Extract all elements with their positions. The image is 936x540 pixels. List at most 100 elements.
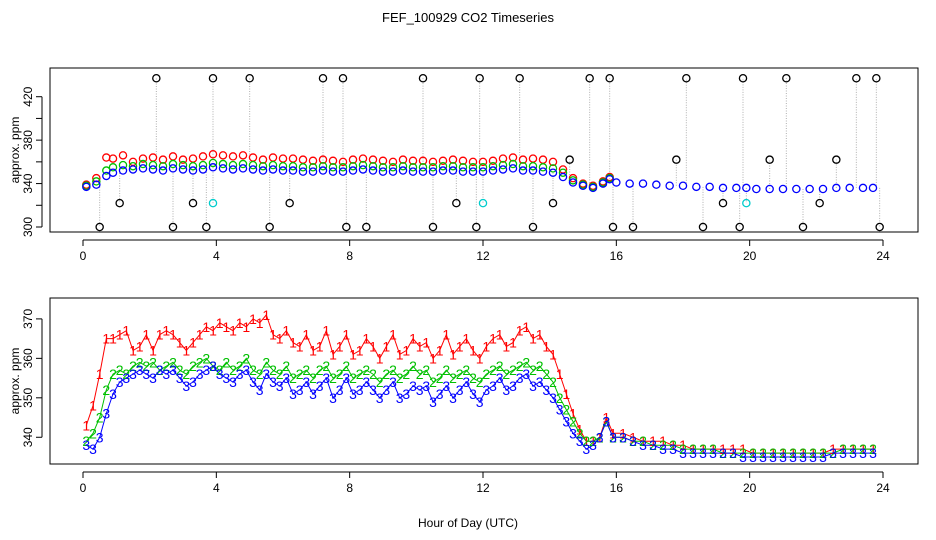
top-series3-point bbox=[605, 174, 614, 184]
top-excluded-point bbox=[672, 155, 681, 164]
bottom-series1-point: 1 bbox=[669, 437, 677, 453]
bottom-series2-point: 2 bbox=[509, 362, 517, 378]
top-series2-point bbox=[388, 163, 398, 172]
top-series3-point bbox=[398, 166, 408, 175]
bottom-series2-point: 2 bbox=[536, 358, 544, 374]
bottom-series1-point: 1 bbox=[829, 441, 837, 457]
bottom-series3-point: 3 bbox=[719, 445, 727, 461]
bottom-series1-point: 1 bbox=[869, 441, 877, 457]
bottom-series2-point: 2 bbox=[409, 358, 417, 374]
top-series1-point bbox=[258, 155, 268, 164]
top-series3-point bbox=[408, 167, 418, 176]
bottom-series3-point: 3 bbox=[122, 370, 130, 386]
bottom-series1-point: 1 bbox=[769, 445, 777, 461]
bottom-series2-point: 2 bbox=[182, 366, 190, 382]
top-excluded-point bbox=[628, 222, 638, 232]
top-excluded-point bbox=[585, 74, 594, 83]
top-series2-point bbox=[528, 161, 538, 171]
bottom-series3-point: 3 bbox=[462, 374, 470, 390]
top-series1-point bbox=[148, 153, 158, 162]
top-series1-point bbox=[208, 150, 218, 159]
bottom-series1-point: 1 bbox=[216, 315, 224, 331]
bottom-series3-point: 3 bbox=[396, 390, 404, 406]
top-series3-point bbox=[128, 165, 138, 174]
bottom-series1-point: 1 bbox=[309, 342, 317, 358]
bottom-series2-point: 2 bbox=[659, 437, 667, 453]
bottom-series3-point: 3 bbox=[109, 386, 117, 402]
bottom-series1-point: 1 bbox=[469, 342, 477, 358]
bottom-series2-point: 2 bbox=[769, 445, 777, 461]
top-series2-point bbox=[258, 161, 268, 171]
bottom-series3-point: 3 bbox=[829, 445, 837, 461]
top-series3-point bbox=[578, 181, 588, 190]
bottom-plot-frame bbox=[49, 297, 919, 465]
bottom-series2-point: 2 bbox=[596, 429, 604, 445]
bottom-series2-point: 2 bbox=[129, 358, 137, 374]
bottom-series1-point: 1 bbox=[176, 335, 184, 351]
top-series2-point bbox=[438, 161, 448, 171]
bottom-series3-point: 3 bbox=[562, 413, 570, 429]
bottom-series1-point: 1 bbox=[629, 429, 637, 445]
bottom-series2-point: 2 bbox=[556, 390, 564, 406]
bottom-series3-point: 3 bbox=[296, 382, 304, 398]
top-excluded-point bbox=[188, 198, 198, 208]
top-series1-point bbox=[178, 155, 188, 164]
bottom-series3-point: 3 bbox=[476, 394, 484, 410]
top-series3-point bbox=[498, 165, 508, 174]
top-series2-point bbox=[458, 163, 468, 172]
bottom-series1-point: 1 bbox=[96, 366, 104, 382]
bottom-series3-point: 3 bbox=[496, 370, 504, 386]
bottom-series2-point: 2 bbox=[169, 354, 177, 370]
bottom-series2-point: 2 bbox=[376, 374, 384, 390]
bottom-series3-point: 3 bbox=[442, 378, 450, 394]
top-series1-point bbox=[418, 156, 428, 166]
top-excluded-point bbox=[208, 74, 218, 83]
bottom-series3-point: 3 bbox=[369, 382, 377, 398]
top-series2-point bbox=[538, 163, 548, 172]
top-excluded-point bbox=[472, 222, 481, 232]
bottom-series3-point: 3 bbox=[402, 386, 410, 402]
bottom-series2-point: 2 bbox=[422, 362, 430, 378]
bottom-series3-point: 3 bbox=[596, 429, 604, 445]
top-series2-point bbox=[448, 161, 458, 171]
top-series1-point bbox=[468, 157, 478, 167]
bottom-series2-point: 2 bbox=[362, 362, 370, 378]
bottom-series3-point: 3 bbox=[739, 449, 747, 465]
bottom-series1-point: 1 bbox=[749, 445, 757, 461]
bottom-series3-point: 3 bbox=[309, 386, 317, 402]
bottom-series3-point: 3 bbox=[302, 374, 310, 390]
top-series3-point bbox=[278, 166, 288, 175]
bottom-series3-point: 3 bbox=[276, 378, 284, 394]
bottom-x-tick-label: 20 bbox=[743, 481, 757, 495]
top-excluded-point bbox=[428, 222, 438, 232]
bottom-series1-point: 1 bbox=[689, 441, 697, 457]
top-excluded-point bbox=[452, 198, 461, 208]
bottom-series1-point: 1 bbox=[549, 346, 557, 362]
top-series2-point bbox=[92, 177, 101, 186]
bottom-series1-point: 1 bbox=[282, 323, 290, 339]
bottom-series1-point: 1 bbox=[709, 441, 717, 457]
top-series1-point bbox=[528, 154, 538, 163]
bottom-series1-point: 1 bbox=[396, 346, 404, 362]
bottom-series2-point: 2 bbox=[336, 366, 344, 382]
top-excluded-point bbox=[318, 74, 328, 83]
bottom-series1-point: 1 bbox=[649, 433, 657, 449]
top-series3-point bbox=[288, 166, 298, 175]
top-excluded-point bbox=[245, 74, 254, 83]
top-series3-point bbox=[765, 184, 774, 194]
bottom-series1-point: 1 bbox=[316, 339, 324, 355]
top-series3-point bbox=[458, 167, 468, 176]
top-series2-point bbox=[318, 161, 328, 171]
top-excluded-point bbox=[418, 74, 428, 83]
top-series2-point bbox=[508, 159, 518, 169]
bottom-series2-point: 2 bbox=[529, 362, 537, 378]
top-series3-point bbox=[178, 165, 188, 174]
top-series3-point bbox=[598, 179, 608, 188]
top-series3-point bbox=[358, 165, 368, 174]
top-excluded-point bbox=[738, 74, 748, 83]
top-excluded-point bbox=[565, 155, 574, 164]
bottom-series3-point: 3 bbox=[789, 449, 797, 465]
bottom-series2-point: 2 bbox=[322, 358, 330, 374]
bottom-series3-point: 3 bbox=[236, 366, 244, 382]
bottom-series2-point: 2 bbox=[569, 413, 577, 429]
